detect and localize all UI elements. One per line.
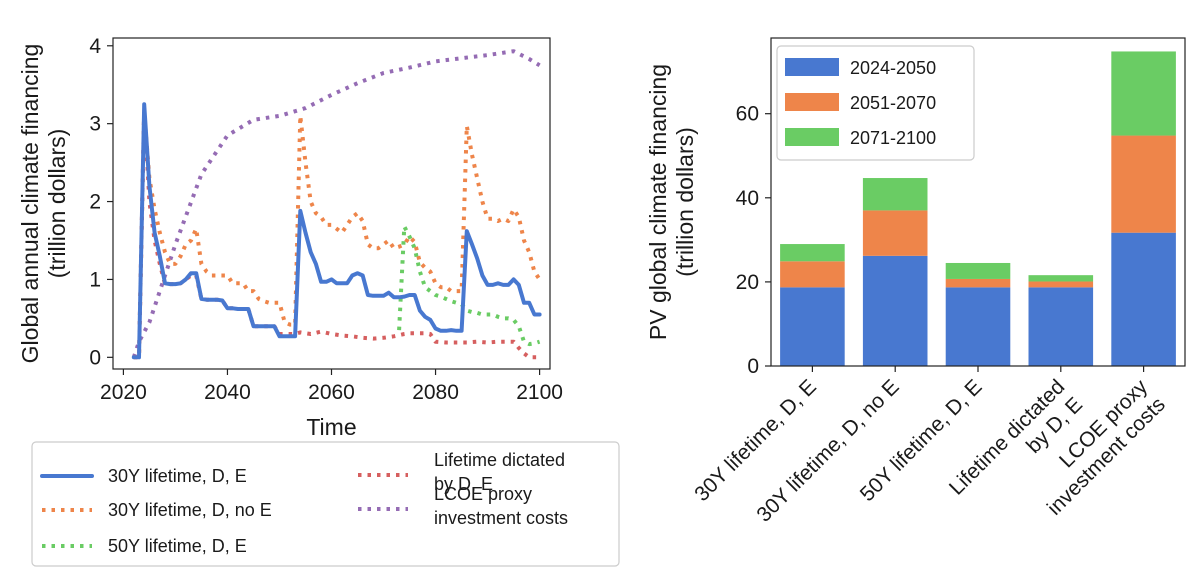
line-legend: 30Y lifetime, D, E Lifetime dictated by D,… [31,441,620,567]
bar-segment-2 [1028,275,1094,282]
x-axis-label: Time [306,414,356,440]
bar-segment-1 [1111,135,1176,233]
legend-label: 30Y lifetime, D, E [108,466,247,486]
y-tick-label: 0 [89,346,101,369]
y-tick-label: 60 [736,103,759,126]
bar-plot-frame [770,37,1186,367]
y-axis-label: PV global climate financing(trillion dol… [645,64,698,340]
category-label: 30Y lifetime, D, no E [752,375,903,526]
legend-swatch [785,58,839,76]
series-line-0 [131,102,542,360]
bar-segment-0 [945,287,1011,366]
y-axis-label-line2: (trillion dollars) [672,127,698,277]
bar-segment-1 [780,261,845,288]
y-axis-label-line1: Global annual climate financing [17,44,43,364]
bar-legend: 2024-2050 2051-2070 2071-2100 [776,45,975,161]
legend-label: 2051-2070 [850,93,936,113]
legend-label: 30Y lifetime, D, no E [108,500,272,520]
legend-label: 2024-2050 [850,58,936,78]
bar-segment-1 [945,278,1011,288]
y-tick-label: 0 [747,355,759,378]
bar-segment-0 [780,287,845,366]
x-tick-label: 2080 [412,381,459,404]
bar-segment-2 [945,262,1011,279]
bar-segment-2 [862,178,928,211]
bar-segment-0 [1028,287,1094,366]
bar-segment-1 [862,210,928,256]
legend-label: Lifetime dictated [434,450,565,470]
y-tick-label: 2 [89,191,101,214]
y-tick-label: 40 [736,187,759,210]
y-axis-label-line1: PV global climate financing [645,64,671,340]
bar-segment-0 [1111,232,1176,366]
y-tick-label: 4 [89,35,101,58]
legend-swatch [785,128,839,146]
y-tick-label: 20 [736,271,759,294]
legend-label: LCOE proxy [434,484,532,504]
legend-label: 50Y lifetime, D, E [108,536,247,556]
legend-label: by D, E [434,474,493,494]
y-tick-label: 3 [89,113,101,136]
line-legend-frame [31,441,620,567]
x-tick-label: 2100 [516,381,563,404]
legend-swatch [785,93,839,111]
x-tick-label: 2060 [308,381,355,404]
bar-segment-0 [862,255,928,366]
bar-segment-1 [1028,281,1094,288]
y-axis-label-line2: (trillion dollars) [44,129,70,279]
line-chart: 2020 2040 2060 2080 2100 0 1 2 3 4 Time Global annu… [17,35,563,440]
category-label-line: 30Y lifetime, D, no E [752,375,903,526]
y-tick-label: 1 [89,268,101,291]
legend-label: investment costs [434,508,568,528]
bar-segment-2 [780,244,845,262]
series-line-2 [397,224,541,347]
x-tick-label: 2040 [204,381,251,404]
y-axis-label: Global annual climate financing(trillion… [17,44,70,364]
bar-segment-2 [1111,51,1176,136]
x-tick-label: 2020 [100,381,147,404]
legend-label: 2071-2100 [850,128,936,148]
series-line-1 [133,110,542,360]
